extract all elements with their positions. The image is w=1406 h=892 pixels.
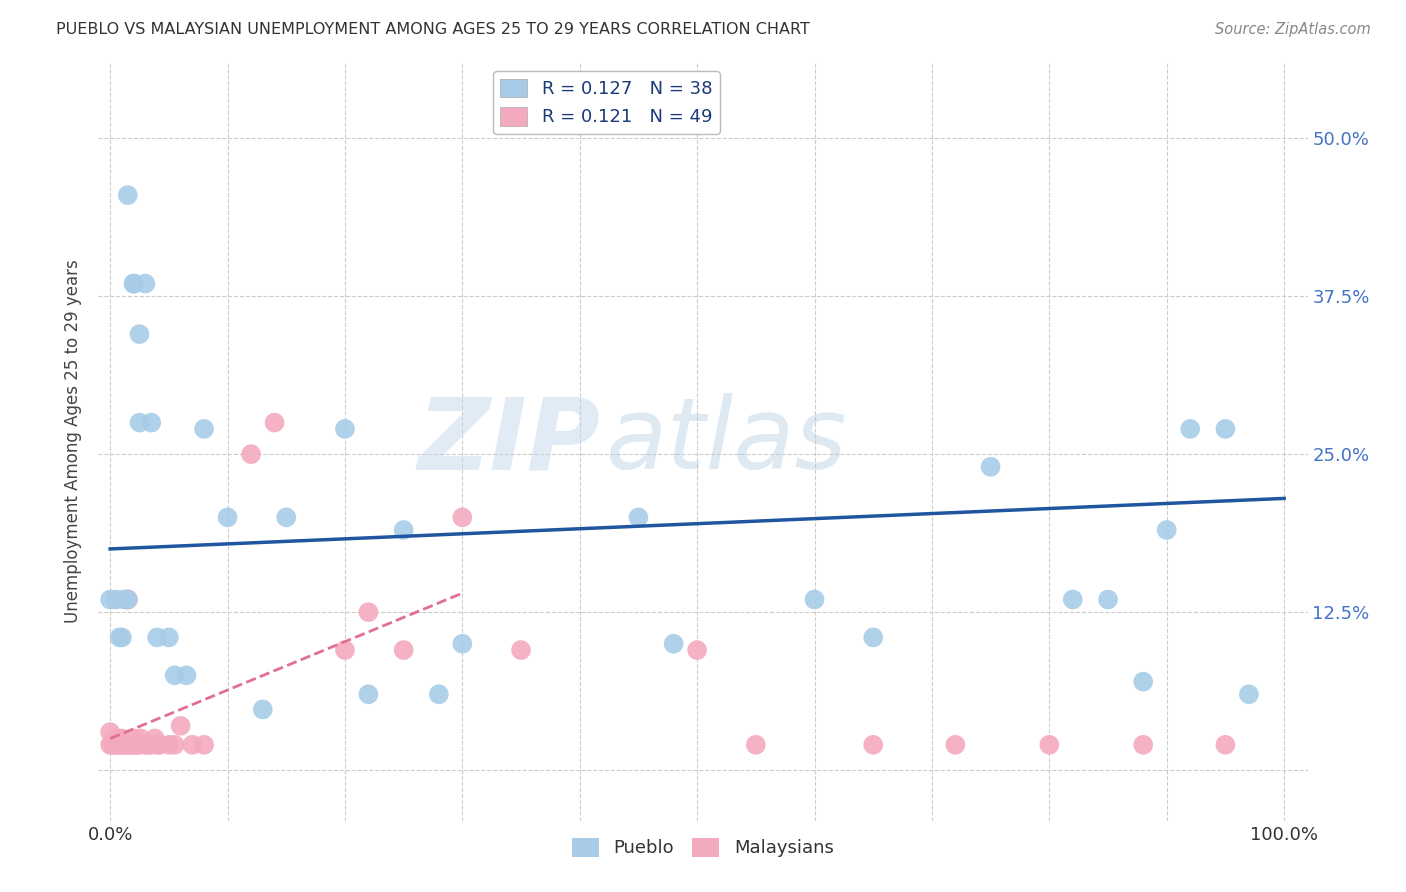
Point bbox=[98, 592, 121, 607]
Y-axis label: Unemployment Among Ages 25 to 29 years: Unemployment Among Ages 25 to 29 years bbox=[65, 260, 83, 624]
Point bbox=[169, 719, 191, 733]
Point bbox=[110, 738, 132, 752]
Point bbox=[134, 738, 156, 752]
Point bbox=[121, 738, 143, 752]
Point bbox=[1132, 738, 1154, 752]
Point bbox=[1062, 592, 1084, 607]
Point bbox=[141, 416, 163, 430]
Point bbox=[252, 702, 274, 716]
Point bbox=[107, 731, 129, 746]
Point bbox=[1215, 738, 1237, 752]
Point bbox=[1132, 674, 1154, 689]
Point bbox=[125, 738, 148, 752]
Point bbox=[117, 592, 139, 607]
Point bbox=[217, 510, 239, 524]
Text: PUEBLO VS MALAYSIAN UNEMPLOYMENT AMONG AGES 25 TO 29 YEARS CORRELATION CHART: PUEBLO VS MALAYSIAN UNEMPLOYMENT AMONG A… bbox=[56, 22, 810, 37]
Point bbox=[143, 731, 166, 746]
Point bbox=[148, 738, 170, 752]
Point bbox=[114, 738, 136, 752]
Point bbox=[120, 738, 142, 752]
Point bbox=[108, 738, 131, 752]
Point bbox=[1215, 422, 1237, 436]
Point bbox=[163, 668, 186, 682]
Point bbox=[427, 687, 450, 701]
Point bbox=[118, 738, 141, 752]
Point bbox=[146, 631, 169, 645]
Point bbox=[157, 738, 180, 752]
Point bbox=[1237, 687, 1260, 701]
Point bbox=[193, 422, 215, 436]
Point bbox=[117, 188, 139, 202]
Point bbox=[122, 277, 145, 291]
Point bbox=[141, 738, 163, 752]
Point bbox=[392, 523, 415, 537]
Point bbox=[510, 643, 533, 657]
Point bbox=[122, 731, 145, 746]
Point bbox=[103, 738, 125, 752]
Point bbox=[129, 731, 152, 746]
Point bbox=[108, 631, 131, 645]
Legend: Pueblo, Malaysians: Pueblo, Malaysians bbox=[565, 830, 841, 864]
Point bbox=[146, 738, 169, 752]
Point bbox=[686, 643, 709, 657]
Point bbox=[980, 459, 1002, 474]
Point bbox=[1097, 592, 1119, 607]
Point bbox=[117, 592, 139, 607]
Point bbox=[117, 592, 139, 607]
Point bbox=[181, 738, 204, 752]
Point bbox=[128, 327, 150, 342]
Point bbox=[240, 447, 263, 461]
Point bbox=[105, 731, 128, 746]
Point bbox=[803, 592, 825, 607]
Text: Source: ZipAtlas.com: Source: ZipAtlas.com bbox=[1215, 22, 1371, 37]
Point bbox=[98, 738, 121, 752]
Point bbox=[163, 738, 186, 752]
Point bbox=[945, 738, 967, 752]
Point bbox=[357, 605, 380, 619]
Point bbox=[128, 738, 150, 752]
Point bbox=[101, 738, 124, 752]
Point bbox=[357, 687, 380, 701]
Point bbox=[862, 738, 884, 752]
Point bbox=[193, 738, 215, 752]
Text: atlas: atlas bbox=[606, 393, 848, 490]
Point bbox=[122, 277, 145, 291]
Point bbox=[111, 631, 134, 645]
Point bbox=[392, 643, 415, 657]
Point bbox=[451, 510, 474, 524]
Point bbox=[1180, 422, 1202, 436]
Point bbox=[662, 637, 685, 651]
Point bbox=[263, 416, 285, 430]
Point bbox=[111, 738, 134, 752]
Point bbox=[98, 725, 121, 739]
Point bbox=[136, 738, 159, 752]
Point bbox=[128, 416, 150, 430]
Point bbox=[333, 422, 356, 436]
Point bbox=[451, 637, 474, 651]
Point bbox=[745, 738, 768, 752]
Point bbox=[1038, 738, 1060, 752]
Point bbox=[105, 738, 128, 752]
Point bbox=[127, 738, 149, 752]
Point bbox=[333, 643, 356, 657]
Point bbox=[862, 631, 884, 645]
Point bbox=[122, 738, 145, 752]
Point bbox=[112, 738, 135, 752]
Point bbox=[276, 510, 298, 524]
Point bbox=[105, 592, 128, 607]
Point bbox=[1156, 523, 1178, 537]
Point bbox=[112, 592, 135, 607]
Point bbox=[134, 277, 156, 291]
Point bbox=[627, 510, 650, 524]
Text: ZIP: ZIP bbox=[418, 393, 600, 490]
Point bbox=[176, 668, 198, 682]
Point bbox=[157, 631, 180, 645]
Point bbox=[111, 731, 134, 746]
